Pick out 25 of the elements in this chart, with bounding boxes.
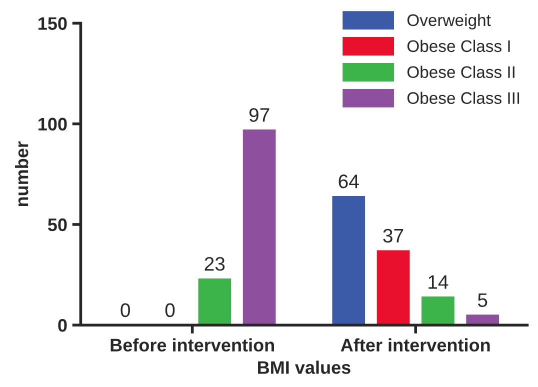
- bar: [198, 278, 232, 326]
- x-tick-label: After intervention: [340, 338, 490, 352]
- data-label: 0: [120, 303, 130, 318]
- legend-label: Obese Class III: [407, 92, 520, 104]
- bar: [376, 250, 410, 326]
- data-label: 64: [338, 174, 359, 188]
- y-tick-label: 50: [48, 218, 67, 232]
- bar: [242, 130, 276, 326]
- y-axis-title: number: [14, 141, 28, 206]
- data-label: 37: [383, 228, 404, 243]
- legend-label: Obese Class I: [407, 40, 510, 52]
- y-tick-label: 100: [38, 118, 67, 131]
- y-tick-label: 0: [58, 319, 67, 332]
- data-label: 5: [478, 293, 488, 308]
- data-label: 23: [204, 257, 225, 271]
- x-axis-title: BMI values: [258, 360, 350, 374]
- data-label: 97: [249, 108, 270, 122]
- bar: [422, 296, 454, 326]
- data-label: 14: [428, 275, 448, 289]
- legend-label: Obese Class II: [407, 66, 514, 78]
- legend-label: Overweight: [407, 14, 491, 30]
- data-label: 0: [165, 303, 175, 318]
- bar: [332, 196, 366, 326]
- x-tick-label: Before intervention: [110, 338, 274, 352]
- y-tick-label: 150: [38, 17, 67, 30]
